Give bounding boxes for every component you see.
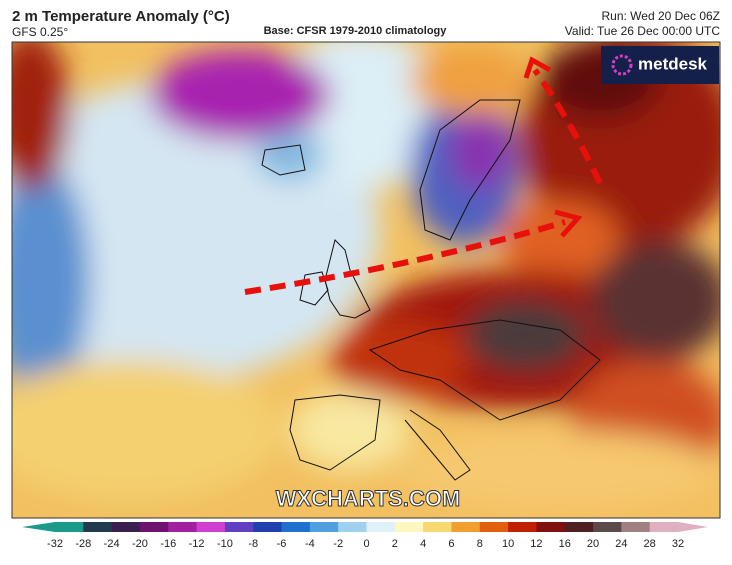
colorbar-tick-label: 28 xyxy=(644,538,656,550)
colorbar-tick-label: 12 xyxy=(530,538,542,550)
colorbar-segment xyxy=(649,522,679,532)
logo-icon xyxy=(611,54,633,76)
colorbar-tick-label: 0 xyxy=(363,538,369,550)
colorbar-segment xyxy=(423,522,452,532)
trend-arrows xyxy=(244,68,603,295)
colorbar-segment xyxy=(139,522,169,532)
colorbar-tick-label: 8 xyxy=(477,538,483,550)
colorbar-segment xyxy=(366,522,396,532)
colorbar-tick-label: -16 xyxy=(160,538,176,550)
colorbar-tick-label: 20 xyxy=(587,538,599,550)
colorbar-tick-label: 32 xyxy=(672,538,684,550)
valid: Valid: Tue 26 Dec 00:00 UTC xyxy=(565,24,721,38)
colorbar-segment xyxy=(281,522,311,532)
map-frame xyxy=(11,41,721,519)
colorbar-segment xyxy=(536,522,566,532)
arrow-head xyxy=(523,56,552,79)
coastlines xyxy=(261,99,601,481)
colorbar-segment xyxy=(83,522,113,532)
colorbar-tick-label: -20 xyxy=(132,538,148,550)
colorbar-tick-label: -24 xyxy=(104,538,120,550)
colorbar-tick-label: 4 xyxy=(420,538,426,550)
colorbar-tick-label: -32 xyxy=(47,538,63,550)
arrow-head xyxy=(554,209,583,238)
colorbar-segment xyxy=(111,522,141,532)
model: GFS 0.25° xyxy=(12,25,68,39)
map xyxy=(12,42,720,518)
colorbar-end xyxy=(678,522,708,532)
colorbar-segment xyxy=(479,522,509,532)
logo-box xyxy=(601,46,719,84)
colorbar-tick-label: -4 xyxy=(305,538,315,550)
colorbar: -32 -28 -24 -20 -16 -12 -10 -8 -6 -4 -2 0 2 4 6 8 10 12 16… xyxy=(22,522,708,550)
title: 2 m Temperature Anomaly (°C) xyxy=(12,8,230,25)
colorbar-tick-label: -12 xyxy=(189,538,205,550)
colorbar-tick-label: -2 xyxy=(333,538,343,550)
colorbar-tick-label: 24 xyxy=(615,538,627,550)
colorbar-tick-label: 10 xyxy=(502,538,514,550)
colorbar-tick-label: -10 xyxy=(217,538,233,550)
colorbar-tick-label: -6 xyxy=(277,538,287,550)
colorbar-tick-label: 2 xyxy=(392,538,398,550)
colorbar-segment xyxy=(564,522,594,532)
colorbar-segment xyxy=(168,522,198,532)
colorbar-segment xyxy=(508,522,537,532)
run: Run: Wed 20 Dec 06Z xyxy=(601,9,720,23)
colorbar-segment xyxy=(593,522,622,532)
colorbar-segment xyxy=(451,522,481,532)
colorbar-segment xyxy=(196,522,226,532)
colorbar-segment xyxy=(621,522,651,532)
logo: metdesk xyxy=(638,54,708,73)
colorbar-end xyxy=(22,522,55,532)
colorbar-segment xyxy=(309,522,339,532)
colorbar-segment xyxy=(224,522,254,532)
watermark: WXCHARTS.COM xyxy=(276,486,461,511)
base: Base: CFSR 1979-2010 climatology xyxy=(264,25,448,37)
colorbar-segment xyxy=(55,522,84,532)
colorbar-tick-label: 6 xyxy=(448,538,454,550)
colorbar-segment xyxy=(394,522,424,532)
colorbar-segment xyxy=(253,522,283,532)
colorbar-tick-label: -28 xyxy=(75,538,91,550)
colorbar-tick-label: -8 xyxy=(248,538,258,550)
colorbar-tick-label: 16 xyxy=(559,538,571,550)
colorbar-segment xyxy=(338,522,367,532)
